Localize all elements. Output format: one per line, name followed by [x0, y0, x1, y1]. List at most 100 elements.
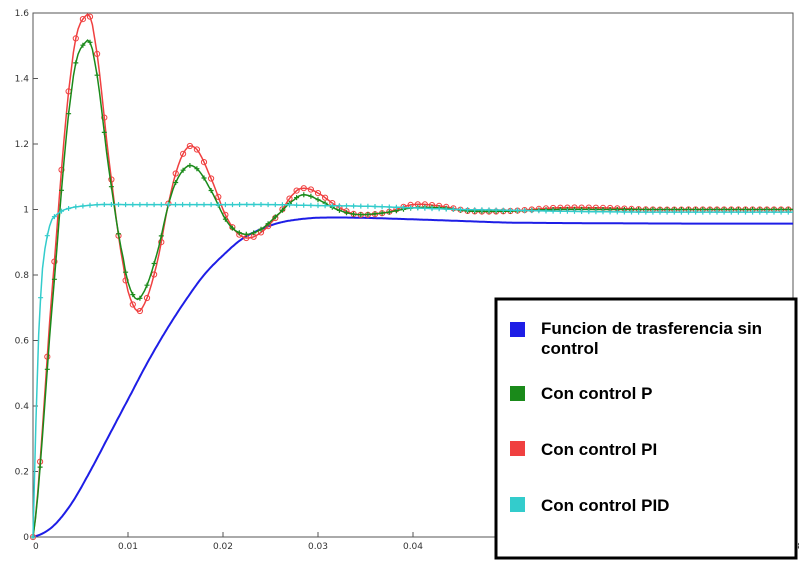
series-3-point	[101, 202, 107, 207]
series-3-point	[51, 214, 57, 220]
series-3-point	[686, 209, 691, 215]
series-3-point	[94, 202, 100, 208]
series-3-point	[579, 209, 585, 214]
series-3-point	[151, 202, 157, 208]
series-1-point	[144, 282, 150, 288]
series-3-point	[144, 202, 150, 208]
series-3-point	[443, 206, 449, 212]
series-0-line	[32, 216, 793, 538]
series-3-point	[721, 209, 727, 215]
series-3-point	[308, 202, 314, 208]
series-1-point	[73, 60, 79, 66]
series-2-point	[193, 146, 200, 153]
series-3-point	[586, 209, 592, 215]
series-1-point	[336, 207, 342, 213]
legend-label-sin-control-line1: Funcion de trasferencia sin	[541, 319, 762, 338]
series-2-point	[208, 175, 215, 182]
series-1-point	[386, 209, 392, 215]
series-1-point	[358, 212, 364, 218]
series-1-point	[279, 207, 285, 213]
series-1-point	[80, 42, 86, 48]
series-1-point	[194, 166, 200, 172]
x-tick-label-2: 0.02	[213, 542, 233, 552]
series-3-point	[707, 209, 713, 215]
series-2-point	[129, 301, 136, 308]
series-1-point	[94, 72, 100, 78]
series-3-point	[194, 202, 200, 208]
series-3-point	[187, 202, 193, 208]
series-3-point	[543, 208, 549, 214]
series-3-point	[636, 209, 642, 215]
series-3-point	[507, 207, 513, 213]
series-0	[32, 216, 793, 538]
series-3-point	[165, 202, 171, 208]
series-3-point	[771, 209, 777, 215]
series-1-point	[272, 214, 278, 220]
series-3-point	[379, 204, 385, 210]
series-2-point	[215, 193, 222, 200]
series-2-point	[322, 194, 329, 201]
series-1-point	[173, 180, 179, 185]
series-3-point	[322, 203, 328, 209]
series-2-point	[180, 150, 187, 157]
legend-label-p: Con control P	[541, 384, 652, 403]
y-tick-label-6: 1.2	[15, 140, 29, 150]
series-3-point	[735, 209, 741, 215]
series-3-point	[251, 202, 257, 207]
series-1-point	[66, 111, 72, 117]
legend-label-pi: Con control PI	[541, 440, 657, 459]
series-3-point	[372, 204, 378, 209]
x-tick-label-4: 0.04	[403, 542, 423, 552]
series-1-point	[372, 211, 378, 217]
series-2-point	[200, 159, 208, 166]
series-3-point	[116, 202, 121, 207]
series-3-point	[386, 204, 392, 210]
series-3-point	[344, 203, 349, 209]
series-3-point	[80, 203, 86, 209]
series-3-point	[486, 207, 492, 213]
series-3-point	[73, 204, 79, 210]
series-1-point	[180, 167, 186, 173]
series-3-point	[757, 209, 763, 215]
series-3-point	[479, 207, 485, 213]
series-1-point	[315, 197, 321, 203]
series-1-point	[236, 230, 242, 236]
series-3-point	[572, 208, 577, 214]
series-3-point	[522, 208, 528, 213]
series-3-point	[436, 206, 442, 212]
series-3-point	[458, 207, 463, 212]
series-2-point	[136, 307, 143, 315]
series-3-point	[600, 209, 606, 215]
series-3-point	[465, 207, 471, 213]
series-3-point	[38, 295, 44, 301]
series-2-point	[94, 50, 101, 58]
series-3-point	[743, 209, 748, 215]
series-1-point	[208, 188, 214, 193]
series-3-point	[315, 203, 321, 209]
legend-label-pid: Con control PID	[541, 496, 669, 515]
series-1-point	[87, 39, 93, 45]
series-3-point	[500, 207, 506, 213]
series-3-point	[750, 209, 756, 215]
series-3-point	[415, 205, 421, 211]
series-1-point	[294, 195, 300, 201]
series-3-point	[30, 534, 36, 540]
series-2-point	[293, 187, 300, 194]
series-3-point	[714, 209, 720, 215]
series-3-point	[230, 202, 235, 208]
series-2-point	[307, 186, 314, 193]
series-3-point	[294, 202, 300, 208]
series-3-point	[208, 202, 214, 208]
y-tick-label-1: 0.2	[15, 468, 29, 478]
series-3-point	[401, 205, 406, 210]
series-3-point	[593, 209, 599, 215]
series-1-point	[222, 216, 228, 222]
series-3-point	[700, 209, 706, 215]
series-1-point	[351, 211, 357, 217]
legend-swatch-pi	[510, 441, 525, 456]
series-2-point	[158, 239, 165, 246]
series-3-point	[66, 206, 72, 211]
x-tick-label-0: 0	[33, 542, 39, 552]
series-1-point	[243, 231, 249, 237]
series-3-point	[59, 208, 64, 214]
